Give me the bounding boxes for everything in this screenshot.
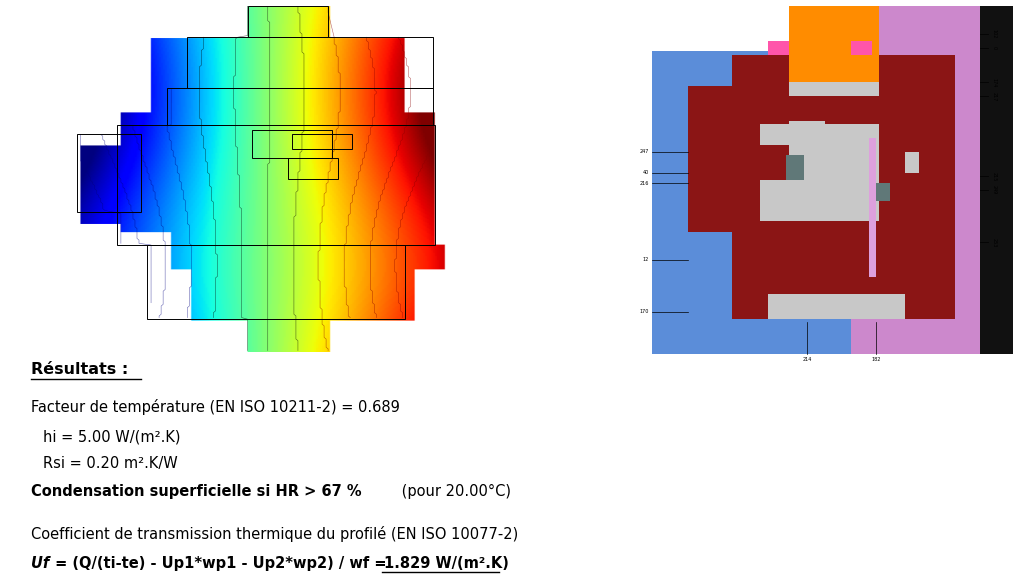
Text: (pour 20.00°C): (pour 20.00°C) (397, 484, 510, 499)
Text: 247: 247 (639, 149, 649, 154)
FancyBboxPatch shape (767, 41, 790, 55)
FancyBboxPatch shape (760, 145, 797, 180)
Text: Résultats :: Résultats : (31, 362, 128, 377)
FancyBboxPatch shape (790, 82, 880, 96)
Bar (287, 158, 339, 179)
Text: 249: 249 (991, 185, 996, 195)
Text: 12: 12 (642, 257, 649, 262)
Text: 216: 216 (639, 181, 649, 185)
Text: 214: 214 (803, 357, 812, 362)
Text: 40: 40 (642, 170, 649, 176)
FancyBboxPatch shape (880, 124, 911, 221)
Bar (77, 134, 141, 212)
FancyBboxPatch shape (833, 169, 861, 221)
Bar (248, 6, 328, 37)
FancyBboxPatch shape (850, 6, 1013, 353)
FancyBboxPatch shape (980, 6, 1013, 353)
Bar (252, 130, 332, 158)
FancyBboxPatch shape (850, 6, 980, 51)
Text: Coefficient de transmission thermique du profilé (EN ISO 10077-2): Coefficient de transmission thermique du… (31, 526, 518, 542)
Text: 253: 253 (991, 238, 996, 247)
FancyBboxPatch shape (760, 124, 911, 221)
Text: 217: 217 (991, 92, 996, 101)
Text: 215: 215 (991, 171, 996, 181)
Text: 170: 170 (639, 309, 649, 314)
Text: Rsi = 0.20 m².K/W: Rsi = 0.20 m².K/W (43, 456, 178, 471)
FancyBboxPatch shape (869, 138, 876, 277)
FancyBboxPatch shape (731, 55, 955, 319)
FancyBboxPatch shape (904, 152, 919, 173)
FancyBboxPatch shape (786, 156, 804, 180)
Text: Facteur de température (EN ISO 10211-2) = 0.689: Facteur de température (EN ISO 10211-2) … (31, 399, 400, 415)
FancyBboxPatch shape (876, 183, 890, 201)
FancyBboxPatch shape (653, 6, 1013, 353)
FancyBboxPatch shape (790, 6, 880, 82)
FancyBboxPatch shape (767, 295, 904, 319)
FancyBboxPatch shape (861, 169, 880, 197)
Bar (167, 88, 433, 126)
FancyBboxPatch shape (731, 214, 760, 232)
Text: hi = 5.00 W/(m².K): hi = 5.00 W/(m².K) (43, 430, 180, 445)
Bar (187, 37, 433, 88)
Bar (117, 126, 435, 245)
Text: Uf: Uf (31, 556, 49, 572)
Bar (147, 245, 404, 319)
Polygon shape (850, 6, 980, 51)
FancyBboxPatch shape (653, 6, 850, 51)
Text: 174: 174 (991, 77, 996, 87)
FancyBboxPatch shape (850, 41, 873, 55)
FancyBboxPatch shape (790, 120, 826, 163)
Text: = (Q/(ti-te) - Up1*wp1 - Up2*wp2) / wf =: = (Q/(ti-te) - Up1*wp1 - Up2*wp2) / wf = (50, 556, 392, 572)
FancyBboxPatch shape (688, 86, 753, 232)
Text: Condensation superficielle si HR > 67 %: Condensation superficielle si HR > 67 % (31, 484, 361, 499)
Bar (292, 134, 352, 149)
Text: 182: 182 (872, 357, 881, 362)
Text: 102: 102 (991, 29, 996, 38)
Text: 1.829 W/(m².K): 1.829 W/(m².K) (384, 556, 508, 572)
Text: 0: 0 (991, 46, 996, 49)
